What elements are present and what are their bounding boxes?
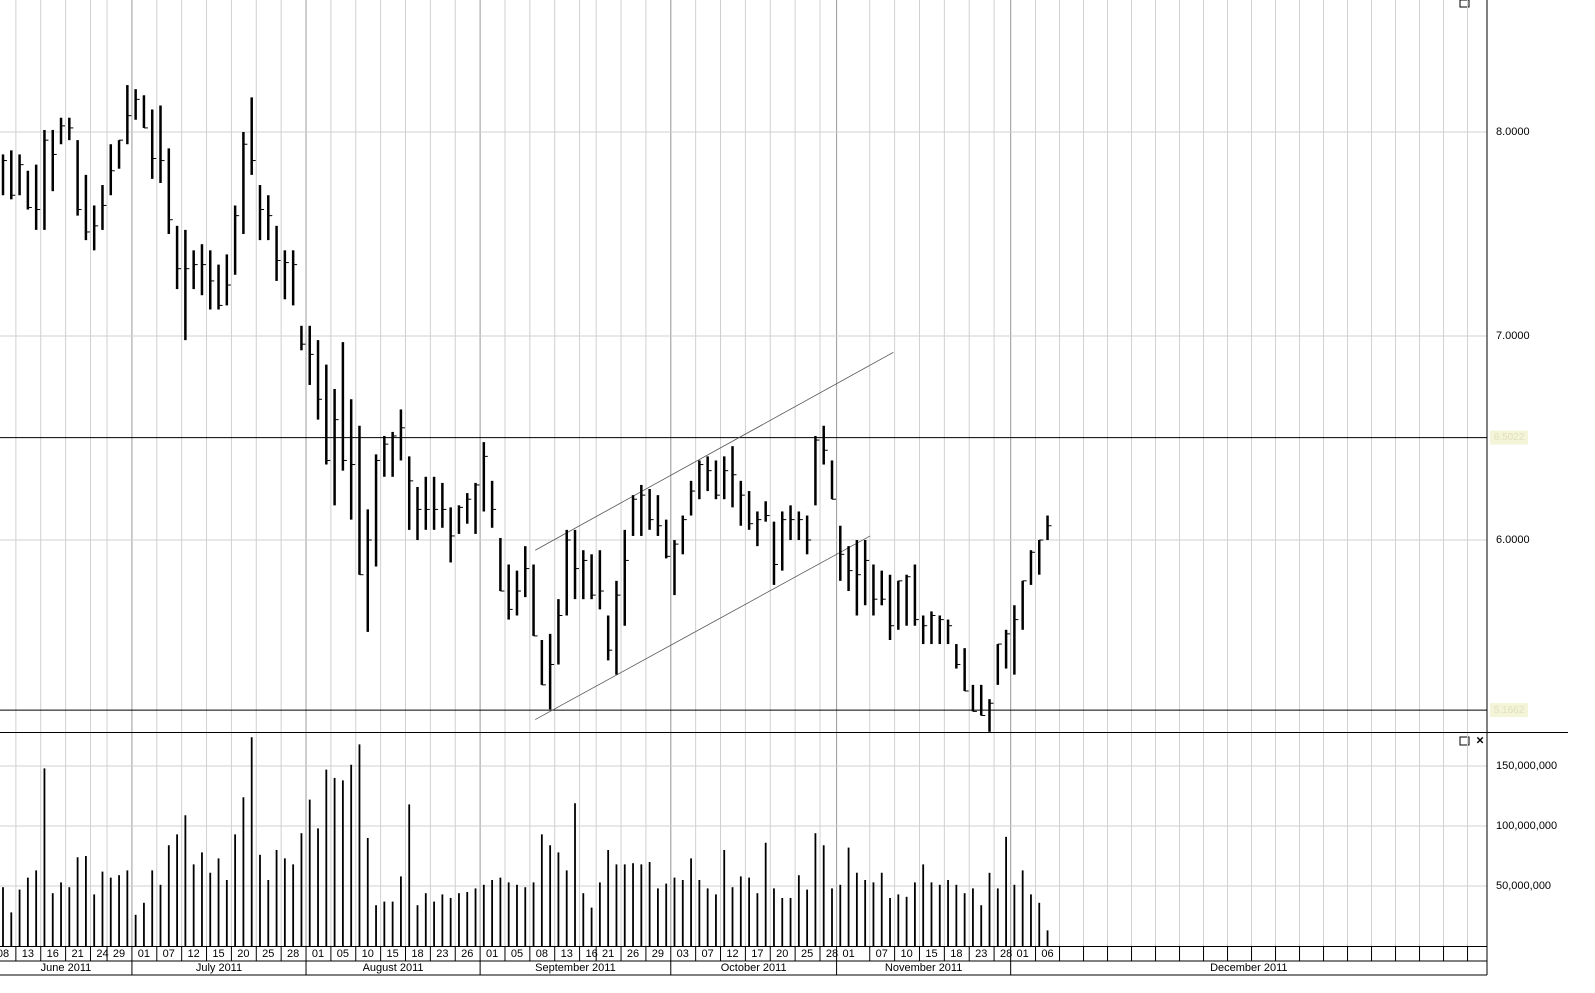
month-label: December 2011 [1210, 962, 1287, 974]
x-tick-label: 12 [726, 948, 738, 960]
x-tick-label: 26 [461, 948, 473, 960]
x-tick-label: 16 [585, 948, 597, 960]
x-tick-label: 10 [362, 948, 374, 960]
x-tick-label: 25 [262, 948, 274, 960]
level-label: 6.5022 [1494, 432, 1525, 443]
y-tick-label: 50,000,000 [1496, 880, 1551, 892]
y-tick-label: 8.0000 [1496, 126, 1530, 138]
x-tick-label: 23 [975, 948, 987, 960]
level-label: 5.1662 [1494, 705, 1525, 716]
level-label-box [1490, 703, 1528, 718]
x-tick-label: 23 [436, 948, 448, 960]
x-tick-label: 26 [627, 948, 639, 960]
x-tick-label: 13 [561, 948, 573, 960]
x-tick-label: 01 [486, 948, 498, 960]
month-label: June 2011 [41, 962, 92, 974]
x-tick-label: 12 [188, 948, 200, 960]
trend-line [535, 535, 871, 720]
x-tick-label: 28 [287, 948, 299, 960]
x-tick-label: 16 [47, 948, 59, 960]
x-tick-label: 25 [801, 948, 813, 960]
level-label-box [1490, 430, 1528, 445]
x-tick-label: 01 [312, 948, 324, 960]
x-tick-label: 15 [212, 948, 224, 960]
month-label: July 2011 [196, 962, 242, 974]
month-label: September 2011 [535, 962, 616, 974]
x-tick-label: 13 [22, 948, 34, 960]
x-tick-label: 08 [0, 948, 9, 960]
x-tick-label: 20 [776, 948, 788, 960]
y-tick-label: 7.0000 [1496, 330, 1530, 342]
x-tick-label: 29 [652, 948, 664, 960]
x-tick-label: 18 [411, 948, 423, 960]
x-tick-label: 08 [536, 948, 548, 960]
x-tick-label: 18 [950, 948, 962, 960]
y-tick-label: 6.0000 [1496, 534, 1530, 546]
month-label: November 2011 [885, 962, 962, 974]
x-tick-label: 07 [876, 948, 888, 960]
x-tick-label: 03 [677, 948, 689, 960]
x-tick-label: 01 [842, 948, 854, 960]
x-tick-label: 06 [1041, 948, 1053, 960]
close-icon[interactable]: × [1476, 732, 1484, 747]
month-label: October 2011 [721, 962, 787, 974]
x-tick-label: 15 [925, 948, 937, 960]
x-tick-label: 01 [1017, 948, 1029, 960]
trend-line [535, 351, 894, 551]
y-tick-label: 100,000,000 [1496, 820, 1557, 832]
month-label: August 2011 [363, 962, 424, 974]
x-tick-label: 21 [71, 948, 83, 960]
x-tick-label: 24 [96, 948, 108, 960]
x-tick-label: 05 [337, 948, 349, 960]
y-tick-label: 150,000,000 [1496, 760, 1557, 772]
x-tick-label: 28 [826, 948, 838, 960]
x-tick-label: 01 [138, 948, 150, 960]
x-tick-label: 29 [113, 948, 125, 960]
x-tick-label: 07 [163, 948, 175, 960]
x-tick-label: 17 [751, 948, 763, 960]
x-tick-label: 21 [602, 948, 614, 960]
x-tick-label: 10 [900, 948, 912, 960]
maximize-icon[interactable] [1459, 0, 1470, 8]
x-tick-label: 20 [237, 948, 249, 960]
maximize-icon[interactable] [1459, 736, 1470, 746]
x-tick-label: 05 [511, 948, 523, 960]
x-tick-label: 07 [702, 948, 714, 960]
x-tick-label: 28 [1000, 948, 1012, 960]
x-tick-label: 15 [387, 948, 399, 960]
